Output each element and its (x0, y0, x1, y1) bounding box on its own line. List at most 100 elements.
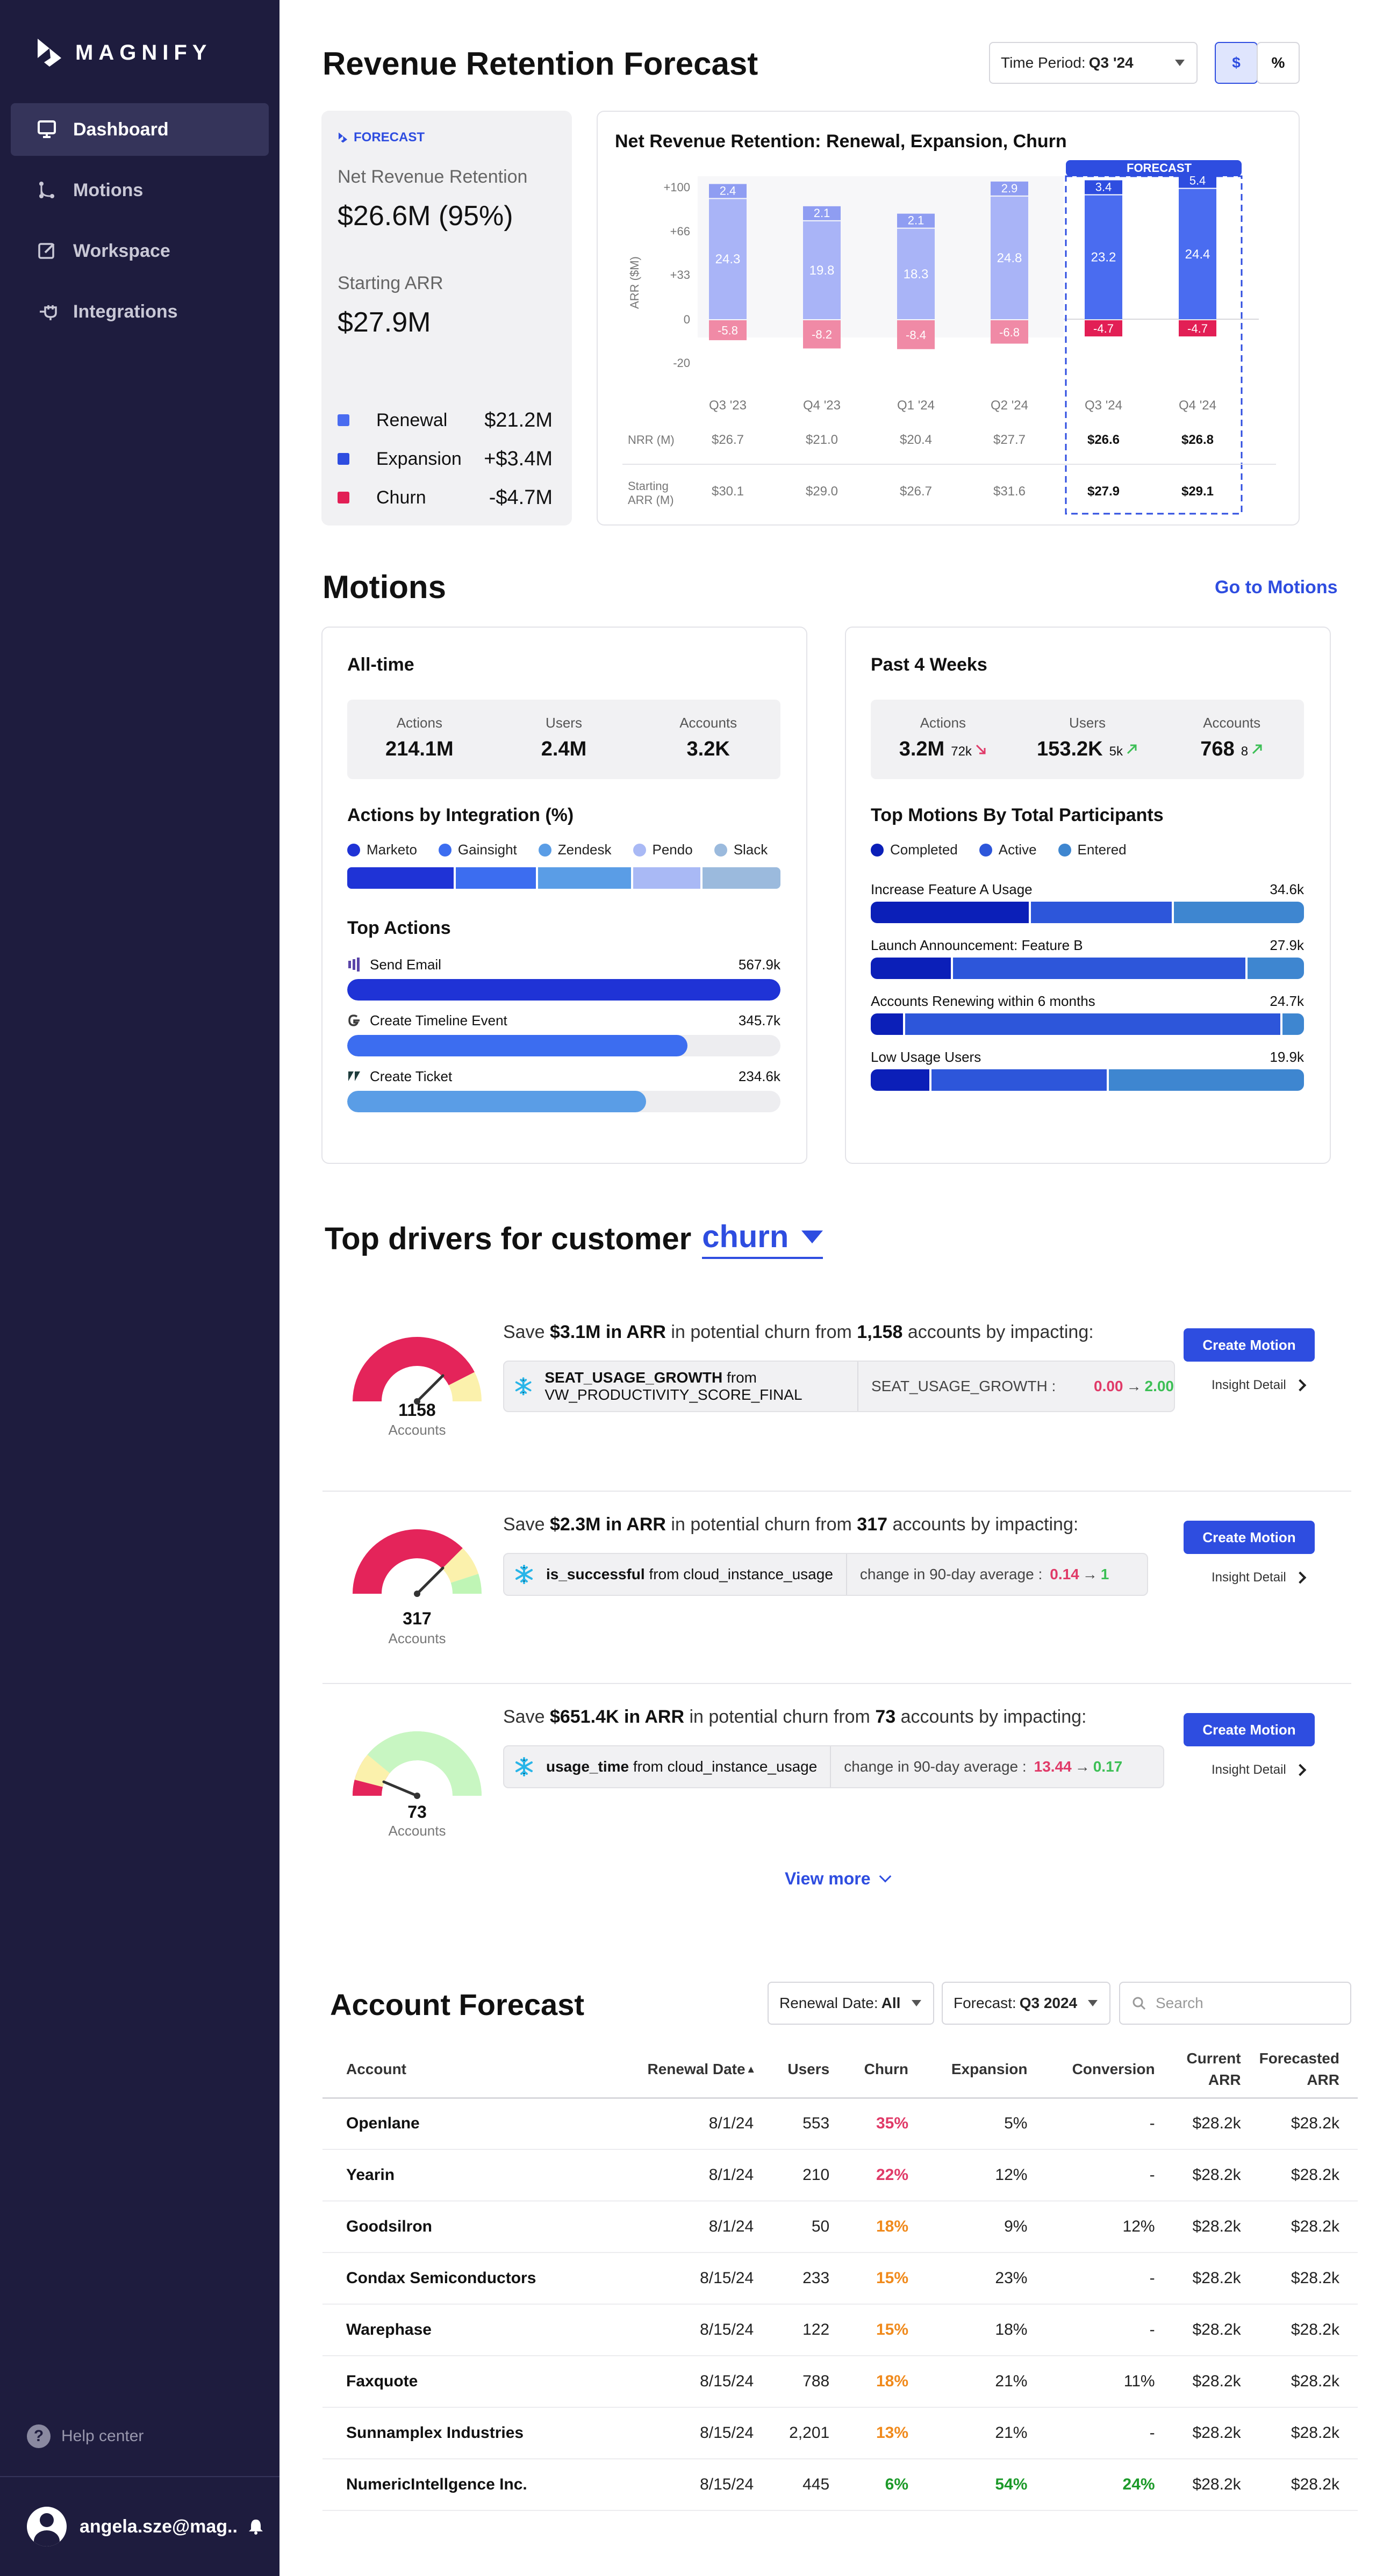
table-row[interactable]: Faxquote 8/15/24 788 18% 21% 11% $28.2k $28.2k (322, 2356, 1358, 2408)
column-header[interactable]: Churn (848, 2042, 927, 2099)
top-actions-title: Top Actions (347, 918, 451, 938)
feature-chip[interactable]: usage_time from cloud_instance_usage chan… (503, 1745, 1164, 1788)
expansion-swatch (338, 453, 349, 465)
renewal-date-value: All (881, 1995, 901, 2011)
drivers-title-text: Top drivers for customer (325, 1221, 692, 1256)
go-to-motions-link[interactable]: Go to Motions (1215, 577, 1338, 598)
top-action-row[interactable]: Create Timeline Event 345.7k (347, 1011, 780, 1056)
toggle-percent[interactable]: % (1257, 42, 1300, 84)
table-row[interactable]: Goodsilron 8/1/24 50 18% 9% 12% $28.2k $28.2k (322, 2201, 1358, 2253)
integration-segment-gainsight[interactable] (455, 867, 538, 889)
driver-type-select[interactable]: churn (702, 1219, 823, 1259)
bar-churn[interactable] (709, 320, 747, 341)
cell-expansion: 23% (927, 2253, 1046, 2305)
feature-chip[interactable]: is_successful from cloud_instance_usage c… (503, 1553, 1148, 1596)
toggle-dollar[interactable]: $ (1215, 42, 1258, 84)
integration-title: Actions by Integration (%) (347, 805, 574, 825)
bar-renewal[interactable] (1085, 195, 1122, 319)
motion-row[interactable]: Low Usage Users 19.9k (871, 1048, 1304, 1091)
time-period-select[interactable]: Time Period: Q3 '24 (989, 42, 1198, 84)
insight-detail-link[interactable]: Insight Detail (1212, 1378, 1307, 1393)
sidebar-item-dashboard[interactable]: Dashboard (11, 103, 269, 156)
driver-sentence: Save $2.3M in ARR in potential churn fro… (503, 1514, 1078, 1535)
row-value: $31.6 (993, 484, 1026, 499)
insight-detail-link[interactable]: Insight Detail (1212, 1762, 1307, 1778)
sidebar-item-workspace[interactable]: Workspace (11, 225, 269, 277)
motion-row[interactable]: Increase Feature A Usage 34.6k (871, 880, 1304, 923)
bar-expansion[interactable] (1179, 174, 1216, 188)
top-action-value: 234.6k (738, 1068, 780, 1084)
legend-label: Pendo (652, 841, 693, 858)
summary-row-churn: Churn -$4.7M (338, 481, 553, 514)
expansion-value-label: 2.4 (720, 184, 736, 197)
table-row[interactable]: NumericIntellgence Inc. 8/15/24 445 6% 54% 24… (322, 2459, 1358, 2511)
help-center-link[interactable]: ? Help center (27, 2424, 144, 2448)
table-row[interactable]: Yearin 8/1/24 210 22% 12% - $28.2k $28.2k (322, 2149, 1358, 2201)
bar-renewal[interactable] (897, 228, 935, 319)
app-logo[interactable]: MAGNIFY (35, 37, 212, 69)
column-header[interactable]: Users (772, 2042, 848, 2099)
column-header[interactable]: Expansion (927, 2042, 1046, 2099)
create-motion-button[interactable]: Create Motion (1184, 1328, 1315, 1362)
cell-expansion: 5% (927, 2098, 1046, 2150)
bar-churn[interactable] (991, 320, 1028, 344)
bar-churn[interactable] (897, 320, 935, 349)
table-row[interactable]: Openlane 8/1/24 553 35% 5% - $28.2k $28.2k (322, 2098, 1358, 2150)
sidebar-item-motions[interactable]: Motions (11, 164, 269, 217)
sidebar-item-integrations[interactable]: Integrations (11, 285, 269, 338)
bar-renewal[interactable] (803, 221, 841, 319)
renewal-date-select[interactable]: Renewal Date: All (768, 1982, 934, 2025)
bar-expansion[interactable] (709, 184, 747, 198)
motion-segment-completed (871, 1069, 931, 1091)
insight-detail-link[interactable]: Insight Detail (1212, 1570, 1307, 1585)
stat-label: Actions (920, 715, 966, 731)
table-row[interactable]: Sunnamplex Industries 8/15/24 2,201 13% 21% -… (322, 2407, 1358, 2459)
feature-chip[interactable]: SEAT_USAGE_GROWTH from VW_PRODUCTIVITY_S… (503, 1361, 1175, 1412)
bar-churn[interactable] (1179, 320, 1216, 337)
view-more-button[interactable]: View more (785, 1869, 892, 1889)
bar-expansion[interactable] (897, 213, 935, 228)
sentence-end: accounts by impacting: (900, 1707, 1087, 1727)
arrow-up-right-icon (1127, 744, 1137, 754)
integration-segment-marketo[interactable] (347, 867, 456, 889)
user-menu[interactable]: angela.sze@mag.. (27, 2507, 263, 2546)
column-header[interactable]: Conversion (1045, 2042, 1173, 2099)
column-header[interactable]: Forecasted ARR (1259, 2042, 1358, 2099)
create-motion-button[interactable]: Create Motion (1184, 1713, 1315, 1746)
column-header[interactable]: Current ARR (1173, 2042, 1259, 2099)
bar-renewal[interactable] (991, 196, 1028, 319)
column-header[interactable]: Renewal Date ▴ (615, 2042, 772, 2099)
integration-segment-slack[interactable] (702, 867, 780, 889)
legend-dot (714, 843, 727, 857)
bar-expansion[interactable] (991, 181, 1028, 196)
sort-ascending-icon[interactable]: ▴ (745, 2063, 754, 2076)
motion-row[interactable]: Accounts Renewing within 6 months 24.7k (871, 992, 1304, 1035)
top-action-track (347, 1091, 780, 1112)
integration-segment-zendesk[interactable] (538, 867, 633, 889)
bell-icon[interactable] (248, 2519, 263, 2535)
bar-churn[interactable] (1085, 320, 1122, 337)
bar-churn[interactable] (803, 320, 841, 349)
cell-forecasted: $28.2k (1259, 2201, 1358, 2253)
search-field[interactable]: Search (1119, 1982, 1351, 2025)
integration-segment-pendo[interactable] (633, 867, 703, 889)
bar-renewal[interactable] (709, 199, 747, 319)
column-header[interactable]: Account (322, 2042, 615, 2099)
bar-expansion[interactable] (803, 206, 841, 220)
top-action-row[interactable]: Create Ticket 234.6k (347, 1067, 780, 1112)
cell-churn: 18% (848, 2201, 927, 2253)
motion-row[interactable]: Launch Announcement: Feature B 27.9k (871, 936, 1304, 979)
table-row[interactable]: Warephase 8/15/24 122 15% 18% - $28.2k $28.2k (322, 2304, 1358, 2356)
cell-date: 8/15/24 (615, 2253, 772, 2305)
create-motion-button[interactable]: Create Motion (1184, 1521, 1315, 1554)
table-row[interactable]: Condax Semiconductors 8/15/24 233 15% 23% - $2… (322, 2253, 1358, 2305)
motion-segment-entered (1248, 958, 1304, 979)
bar-renewal[interactable] (1179, 189, 1216, 319)
top-action-row[interactable]: Send Email 567.9k (347, 955, 780, 1001)
forecast-period-select[interactable]: Forecast: Q3 2024 (942, 1982, 1110, 2025)
row-value: $20.4 (900, 433, 932, 447)
bar-expansion[interactable] (1085, 180, 1122, 195)
motion-row-label: Launch Announcement: Feature B (871, 937, 1083, 953)
gauge-caption: Accounts (388, 1823, 446, 1839)
sentence-mid: in potential churn from (671, 1514, 852, 1535)
